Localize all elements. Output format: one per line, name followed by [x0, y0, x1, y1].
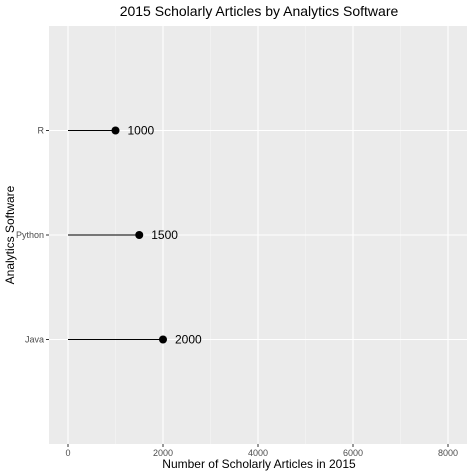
x-axis: 0 2000 4000 6000 8000 — [65, 444, 458, 458]
data-label: 2000 — [175, 333, 202, 347]
data-label: 1500 — [151, 228, 178, 242]
y-axis-title: Analytics Software — [3, 185, 17, 284]
y-tick-label: R — [38, 126, 45, 136]
points — [111, 126, 167, 344]
y-tick-label: Python — [16, 230, 44, 240]
y-axis: R Python Java — [16, 126, 49, 345]
grid — [49, 26, 467, 444]
x-tick-label: 6000 — [343, 448, 363, 458]
data-labels: 1000 1500 2000 — [128, 124, 203, 347]
x-axis-title: Number of Scholarly Articles in 2015 — [162, 457, 356, 471]
data-label: 1000 — [128, 124, 155, 138]
y-tick-label: Java — [25, 335, 44, 345]
x-tick-label: 4000 — [248, 448, 268, 458]
lollipop-point — [111, 126, 120, 135]
x-tick-label: 2000 — [153, 448, 173, 458]
chart-title: 2015 Scholarly Articles by Analytics Sof… — [120, 3, 399, 19]
stems — [68, 130, 163, 340]
lollipop-point — [135, 231, 144, 239]
lollipop-point — [159, 335, 167, 344]
x-tick-label: 0 — [65, 448, 70, 458]
x-tick-label: 8000 — [438, 448, 458, 458]
